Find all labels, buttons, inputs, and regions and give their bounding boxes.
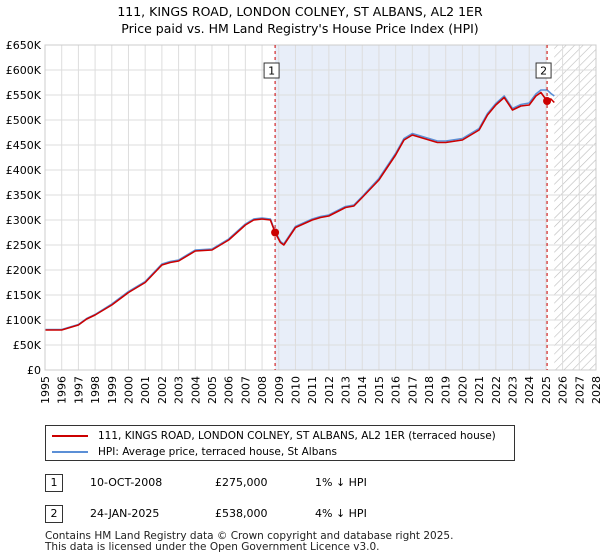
x-tick-label: 2018 (423, 376, 436, 404)
x-tick-label: 2006 (223, 376, 236, 404)
x-tick-label: 2002 (156, 376, 169, 404)
shaded-period (275, 45, 548, 370)
legend-label-hpi: HPI: Average price, terraced house, St A… (98, 446, 337, 458)
plot-frame (44, 44, 597, 371)
x-tick-label: 2008 (256, 376, 269, 404)
x-tick-label: 2014 (356, 376, 369, 404)
x-tick-label: 2015 (373, 376, 386, 404)
y-tick-label: £50K (13, 339, 42, 352)
price-chart: £0 £50K £100K £150K £200K £250K £300K £350K £400… (6, 39, 600, 404)
transaction-date-2: 24-JAN-2025 (90, 507, 160, 520)
chart-title: 111, KINGS ROAD, LONDON COLNEY, ST ALBAN… (117, 4, 483, 19)
annotation-box-1 (263, 62, 280, 79)
transaction-badge-2: 2 (45, 505, 63, 523)
annotation-label-1: 1 (268, 65, 275, 78)
x-tick-label: 2010 (289, 376, 302, 404)
x-tick-label: 2017 (406, 376, 419, 404)
legend-swatch-hpi (52, 451, 88, 453)
legend-swatch-property (52, 435, 88, 437)
series-line-hpi (45, 89, 555, 331)
sale-point-1 (271, 228, 280, 237)
legend: 111, KINGS ROAD, LONDON COLNEY, ST ALBAN… (45, 425, 515, 461)
transaction-price-1: £275,000 (215, 476, 268, 489)
annotation-label-2: 2 (540, 65, 547, 78)
sale-point-2 (543, 97, 552, 105)
x-tick-label: 2005 (206, 376, 219, 404)
x-tick-label: 2024 (523, 376, 536, 404)
x-tick-label: 2026 (557, 376, 570, 404)
y-tick-label: £350K (6, 189, 42, 202)
footer-licence: This data is licensed under the Open Gov… (45, 541, 380, 553)
x-tick-label: 2028 (590, 376, 600, 404)
series-line-property (45, 91, 555, 331)
x-tick-label: 2012 (323, 376, 336, 404)
y-tick-label: £550K (6, 89, 42, 102)
y-tick-label: £100K (6, 314, 42, 327)
x-tick-label: 2000 (122, 376, 135, 404)
x-tick-label: 2003 (173, 376, 186, 404)
chart-title-block: 111, KINGS ROAD, LONDON COLNEY, ST ALBAN… (0, 3, 600, 37)
y-tick-label: £600K (6, 64, 42, 77)
y-tick-label: £150K (6, 289, 42, 302)
x-tick-label: 2025 (540, 376, 553, 404)
x-tick-label: 1996 (56, 376, 69, 404)
forecast-hatch (554, 45, 596, 370)
x-tick-label: 2007 (239, 376, 252, 404)
y-tick-label: £500K (6, 114, 42, 127)
transaction-price-2: £538,000 (215, 507, 268, 520)
y-tick-label: £650K (6, 39, 42, 52)
x-tick-label: 2023 (507, 376, 520, 404)
x-tick-label: 2019 (440, 376, 453, 404)
x-tick-label: 2022 (490, 376, 503, 404)
y-tick-label: £300K (6, 214, 42, 227)
x-tick-label: 2001 (139, 376, 152, 404)
x-tick-label: 2021 (473, 376, 486, 404)
x-tick-label: 2027 (573, 376, 586, 404)
x-tick-label: 2011 (306, 376, 319, 404)
footer: Contains HM Land Registry data © Crown c… (45, 531, 453, 553)
y-tick-label: £450K (6, 139, 42, 152)
transaction-badge-1: 1 (45, 474, 63, 492)
x-tick-label: 1997 (72, 376, 85, 404)
y-tick-label: £0 (27, 364, 41, 377)
x-tick-label: 2013 (340, 376, 353, 404)
x-tick-label: 2009 (273, 376, 286, 404)
footer-copyright: Contains HM Land Registry data © Crown c… (45, 530, 454, 542)
transaction-date-1: 10-OCT-2008 (90, 476, 163, 489)
x-tick-label: 1998 (89, 376, 102, 404)
transaction-hpi-diff-1: 1% ↓ HPI (315, 476, 367, 489)
annotation-box-2 (535, 62, 552, 79)
y-tick-label: £250K (6, 239, 42, 252)
x-tick-label: 2016 (390, 376, 403, 404)
transaction-hpi-diff-2: 4% ↓ HPI (315, 507, 367, 520)
x-tick-label: 1999 (106, 376, 119, 404)
y-tick-label: £400K (6, 164, 42, 177)
chart-subtitle: Price paid vs. HM Land Registry's House … (121, 21, 479, 36)
x-tick-label: 2004 (189, 376, 202, 404)
x-tick-label: 2020 (456, 376, 469, 404)
legend-label-property: 111, KINGS ROAD, LONDON COLNEY, ST ALBAN… (98, 430, 496, 442)
y-tick-label: £200K (6, 264, 42, 277)
x-tick-label: 1995 (39, 376, 52, 404)
